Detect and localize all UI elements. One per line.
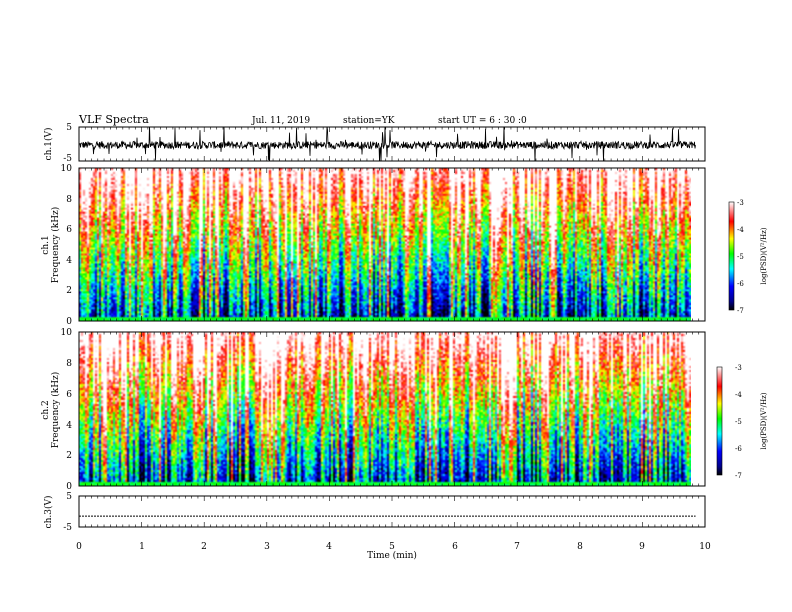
ch3-ytick-bottom: -5 [63,523,72,533]
xtick-2: 2 [201,542,207,552]
ch2-ytick-6: 6 [66,390,72,400]
ch1-ytick-8: 8 [66,195,72,205]
ch1-waveform-line [79,127,696,161]
x-axis: 0 1 2 3 4 5 6 7 8 9 10 Time (min) [76,542,711,561]
xtick-0: 0 [76,542,82,552]
ch2-colorbar-gradient [716,366,723,476]
ch1-spectrogram-panel: 10 8 6 4 2 0 ch.1 Frequency (kHz) [41,164,706,327]
ch3-waveform-ylabel: ch.3(V) [43,496,54,529]
ch1-cb-tick-m7: -7 [737,307,744,315]
ch2-cb-tick-m5: -5 [735,418,742,426]
xtick-10: 10 [699,542,711,552]
xtick-9: 9 [639,542,645,552]
start-time-label: start UT = 6 : 30 :0 [438,116,527,126]
ch1-ytick-top: 5 [66,123,72,133]
xtick-4: 4 [326,542,332,552]
xtick-7: 7 [514,542,520,552]
ch1-cb-tick-m6: -6 [737,280,744,288]
ch2-ytick-10: 10 [61,328,73,338]
ch1-ytick-2: 2 [66,286,72,296]
ch2-colorbar: -3 -4 -5 -6 -7 log(PSD)(V²/Hz) [716,364,768,480]
ch1-ytick-6: 6 [66,225,72,235]
station-label: station=YK [343,116,395,126]
xtick-6: 6 [452,542,458,552]
ch2-cb-tick-m6: -6 [735,445,742,453]
figure-title: VLF Spectra [78,113,149,126]
ch2-cb-tick-m3: -3 [735,364,742,372]
xtick-8: 8 [577,542,583,552]
xtick-3: 3 [264,542,270,552]
ch2-ytick-4: 4 [66,421,72,431]
xtick-1: 1 [139,542,145,552]
ch3-waveform-panel: 5 -5 ch.3(V) [43,492,706,533]
ch1-cb-tick-m3: -3 [737,199,744,207]
ch1-ytick-bottom: -5 [63,154,72,164]
xtick-5: 5 [389,542,395,552]
ch2-ytick-2: 2 [66,451,72,461]
ch2-spectrogram-panel: 10 8 6 4 2 0 ch.2 Frequency (kHz) [41,328,706,492]
ch1-waveform-panel: 5 -5 ch.1(V) [43,123,706,164]
ch2-colorbar-label: log(PSD)(V²/Hz) [760,392,768,449]
ch2-ytick-8: 8 [66,359,72,369]
ch2-ytick-0: 0 [66,482,72,492]
ch1-ytick-10: 10 [61,164,73,174]
ch2-cb-tick-m4: -4 [735,391,742,399]
ch1-colorbar-gradient [728,201,735,311]
ch1-cb-tick-m5: -5 [737,253,744,261]
ch1-colorbar-label: log(PSD)(V²/Hz) [760,227,768,284]
ch2-frequency-ylabel: Frequency (kHz) [50,372,61,449]
ch1-ytick-0: 0 [66,317,72,327]
ch2-spectrogram-image [79,332,691,486]
ch1-frequency-ylabel: Frequency (kHz) [50,207,61,284]
ch2-cb-tick-m7: -7 [735,472,742,480]
ch1-ytick-4: 4 [66,256,72,266]
ch1-spectrogram-channel-label: ch.1 [41,235,51,254]
x-axis-label: Time (min) [367,550,417,561]
ch1-waveform-ylabel: ch.1(V) [43,128,54,161]
ch2-spectrogram-channel-label: ch.2 [41,400,51,419]
date-label: Jul. 11, 2019 [251,116,310,126]
ch1-cb-tick-m4: -4 [737,226,744,234]
ch1-colorbar: -3 -4 -5 -6 -7 log(PSD)(V²/Hz) [728,199,768,315]
ch3-ytick-top: 5 [66,492,72,502]
ch1-spectrogram-image [79,168,691,321]
axis-ticks [78,127,706,527]
